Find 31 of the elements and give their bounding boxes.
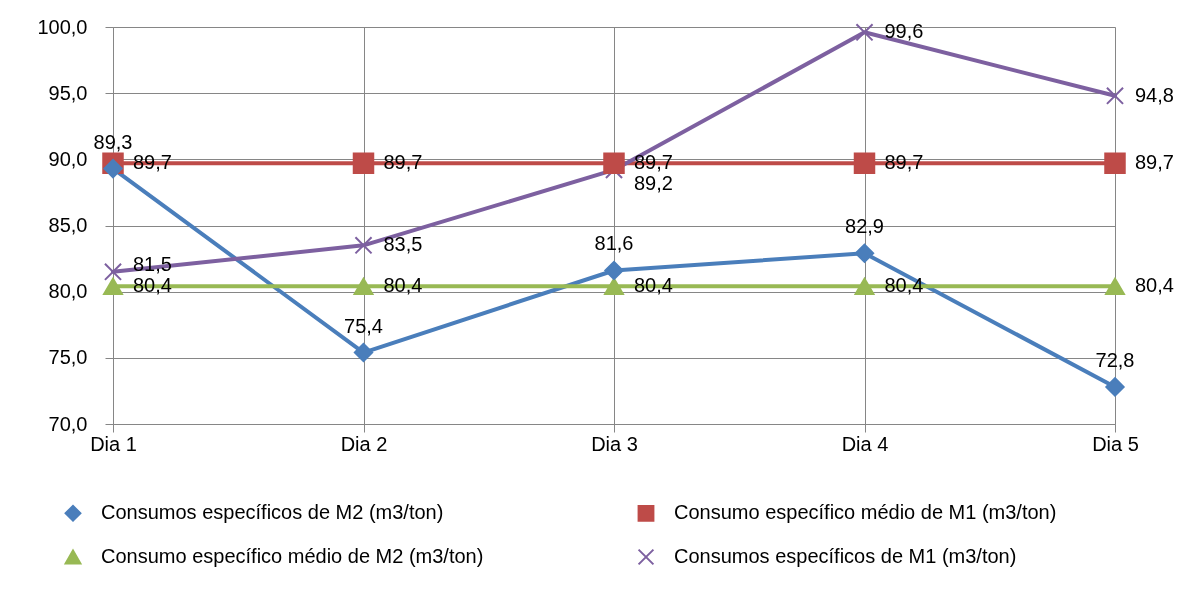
data-label: 72,8 xyxy=(1095,348,1135,371)
y-tick-label: 95,0 xyxy=(48,81,88,104)
data-label: 89,7 xyxy=(1135,151,1174,174)
y-tick-label: 70,0 xyxy=(48,412,88,435)
y-tick-label: 85,0 xyxy=(48,214,88,236)
data-label: 80,4 xyxy=(884,274,924,297)
data-label: 80,4 xyxy=(1135,274,1174,297)
data-label: 81,6 xyxy=(594,232,634,255)
data-label: 89,2 xyxy=(634,172,673,195)
data-label: 82,9 xyxy=(845,215,884,238)
legend-label: Consumos específicos de M2 (m3/ton) xyxy=(101,501,444,524)
x-tick-label: Dia 4 xyxy=(841,432,889,455)
y-tick-label: 80,0 xyxy=(48,280,88,303)
y-tick-label: 75,0 xyxy=(48,346,88,369)
x-tick-label: Dia 2 xyxy=(340,432,388,455)
legend-label: Consumos específicos de M1 (m3/ton) xyxy=(674,545,1017,567)
x-tick-label: Dia 5 xyxy=(1092,432,1139,455)
legend-label: Consumo específico médio de M2 (m3/ton) xyxy=(101,545,484,567)
data-label: 89,3 xyxy=(93,130,133,153)
data-label: 83,5 xyxy=(383,233,423,256)
y-tick-label: 100,0 xyxy=(37,15,88,38)
data-label: 89,7 xyxy=(884,151,924,174)
data-label: 75,4 xyxy=(344,314,383,337)
data-label: 89,7 xyxy=(133,151,172,174)
y-tick-label: 90,0 xyxy=(48,147,88,170)
data-label: 99,6 xyxy=(884,20,924,43)
data-label: 94,8 xyxy=(1135,83,1174,106)
x-tick-label: Dia 3 xyxy=(591,432,638,455)
data-label: 89,7 xyxy=(383,151,423,174)
legend-label: Consumo específico médio de M1 (m3/ton) xyxy=(674,501,1057,524)
x-tick-label: Dia 1 xyxy=(90,432,137,455)
